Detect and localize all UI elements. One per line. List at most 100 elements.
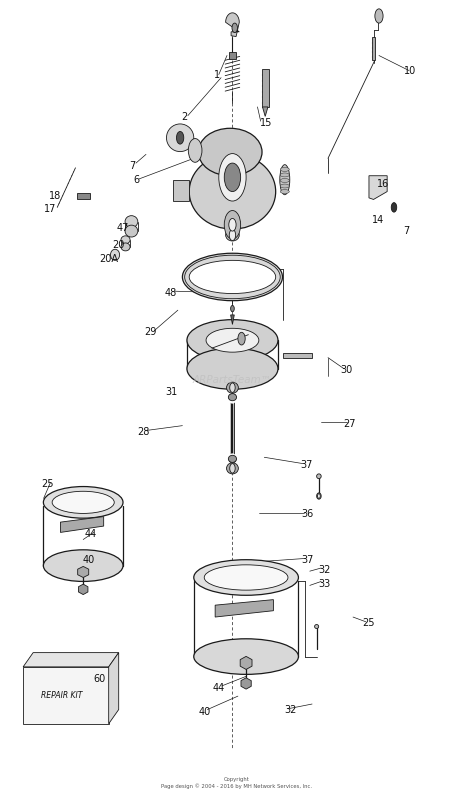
Ellipse shape: [317, 474, 321, 479]
Ellipse shape: [187, 320, 278, 361]
Text: 1: 1: [213, 70, 219, 80]
Circle shape: [231, 305, 234, 312]
Text: 33: 33: [318, 579, 330, 589]
Polygon shape: [241, 678, 251, 689]
Ellipse shape: [206, 328, 259, 352]
Polygon shape: [78, 567, 89, 578]
Ellipse shape: [121, 236, 130, 244]
Circle shape: [229, 229, 236, 240]
Text: 36: 36: [301, 509, 314, 519]
Ellipse shape: [204, 565, 288, 590]
Ellipse shape: [121, 243, 130, 251]
Polygon shape: [231, 315, 234, 324]
Text: 47: 47: [116, 223, 128, 233]
Polygon shape: [369, 176, 387, 199]
Ellipse shape: [280, 165, 290, 194]
Text: 32: 32: [318, 565, 330, 575]
Ellipse shape: [194, 560, 299, 596]
Circle shape: [232, 23, 237, 32]
Ellipse shape: [317, 493, 321, 500]
Ellipse shape: [44, 487, 123, 518]
Text: 10: 10: [404, 66, 416, 77]
Bar: [283, 353, 311, 358]
Ellipse shape: [280, 190, 289, 194]
Ellipse shape: [182, 253, 283, 301]
Text: 7: 7: [403, 226, 410, 236]
Text: 2: 2: [182, 112, 188, 122]
Polygon shape: [173, 180, 189, 201]
Circle shape: [219, 153, 246, 201]
Text: 14: 14: [372, 215, 384, 225]
Text: 20: 20: [112, 240, 125, 250]
Text: 7: 7: [129, 161, 136, 171]
Bar: [372, 36, 375, 61]
Circle shape: [230, 463, 235, 473]
Ellipse shape: [44, 550, 123, 581]
Text: 6: 6: [133, 175, 139, 186]
Polygon shape: [61, 516, 104, 533]
Ellipse shape: [227, 463, 238, 474]
Polygon shape: [215, 600, 273, 617]
Text: 37: 37: [300, 460, 312, 470]
Circle shape: [391, 203, 397, 212]
Ellipse shape: [315, 625, 319, 629]
Polygon shape: [109, 653, 118, 724]
Polygon shape: [226, 13, 239, 36]
Text: 30: 30: [340, 366, 352, 375]
Text: 15: 15: [260, 118, 273, 128]
Text: 17: 17: [44, 204, 56, 214]
Ellipse shape: [194, 639, 299, 675]
Text: 27: 27: [344, 419, 356, 429]
Bar: [231, 401, 234, 455]
Text: 32: 32: [284, 705, 297, 715]
Text: 60: 60: [93, 674, 106, 684]
Ellipse shape: [280, 184, 289, 188]
Bar: [262, 69, 269, 107]
Text: 20A: 20A: [99, 253, 118, 264]
Text: 28: 28: [137, 427, 150, 437]
Text: 40: 40: [83, 555, 95, 565]
Text: Copyright
Page design © 2004 - 2016 by MH Network Services, Inc.: Copyright Page design © 2004 - 2016 by M…: [162, 776, 312, 789]
Text: 37: 37: [301, 555, 314, 565]
Circle shape: [238, 332, 245, 345]
Text: ARPartsTeam™: ARPartsTeam™: [193, 374, 272, 385]
Ellipse shape: [125, 225, 138, 237]
Bar: [229, 52, 236, 59]
Circle shape: [224, 163, 241, 191]
Text: 40: 40: [198, 707, 210, 717]
Ellipse shape: [226, 229, 239, 241]
Polygon shape: [263, 107, 268, 116]
Ellipse shape: [189, 154, 276, 229]
Ellipse shape: [280, 167, 289, 171]
Circle shape: [375, 9, 383, 23]
Circle shape: [229, 219, 236, 231]
Polygon shape: [23, 653, 118, 667]
Polygon shape: [240, 656, 252, 670]
Ellipse shape: [228, 455, 237, 462]
Circle shape: [176, 132, 184, 144]
Ellipse shape: [187, 348, 278, 389]
Ellipse shape: [280, 178, 289, 182]
Bar: [23, 667, 109, 724]
Text: 48: 48: [165, 288, 177, 298]
Text: 25: 25: [41, 479, 54, 489]
Bar: [77, 193, 90, 199]
Ellipse shape: [166, 124, 194, 152]
Ellipse shape: [198, 128, 262, 176]
Ellipse shape: [189, 261, 276, 294]
Text: 25: 25: [363, 618, 375, 629]
Ellipse shape: [280, 173, 289, 177]
Text: 29: 29: [145, 328, 157, 337]
Text: 44: 44: [213, 684, 225, 693]
Ellipse shape: [227, 383, 238, 393]
Text: 18: 18: [49, 191, 61, 201]
Text: 44: 44: [84, 529, 97, 539]
Circle shape: [318, 494, 320, 499]
Circle shape: [230, 383, 235, 392]
Ellipse shape: [110, 249, 119, 261]
Ellipse shape: [52, 491, 114, 513]
Polygon shape: [79, 584, 88, 595]
Circle shape: [224, 211, 241, 239]
Ellipse shape: [228, 394, 237, 401]
Circle shape: [188, 139, 202, 162]
